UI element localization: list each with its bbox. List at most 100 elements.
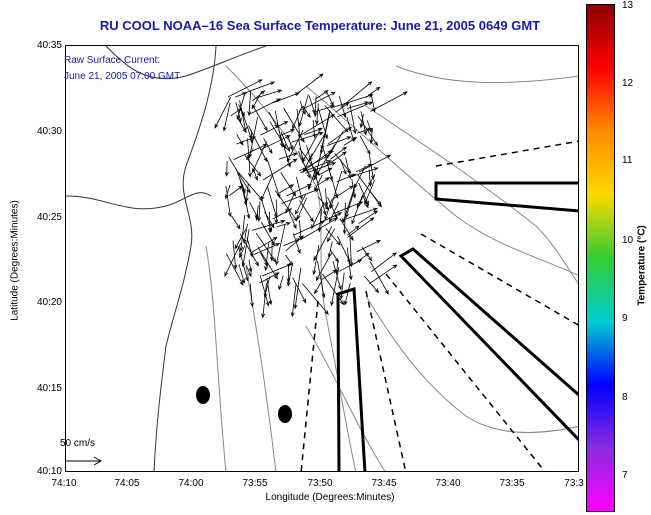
current-vector [324, 105, 349, 133]
map-panel[interactable] [65, 45, 579, 472]
current-vector [286, 183, 312, 197]
current-vector [241, 228, 250, 268]
x-tick-label: 74:05 [114, 478, 140, 489]
current-vector [336, 173, 357, 183]
current-vector [286, 263, 293, 287]
current-vector [337, 235, 351, 264]
y-tick-label: 40:10 [36, 466, 62, 477]
current-vector [357, 115, 379, 147]
map-canvas[interactable] [66, 46, 579, 472]
current-vector [318, 177, 330, 185]
site-marker [196, 386, 210, 404]
current-vector [366, 120, 372, 133]
current-vector [262, 158, 298, 181]
x-axis-label: Longitude (Degrees:Minutes) [265, 492, 395, 503]
current-vector [346, 116, 355, 143]
current-vector [295, 193, 307, 215]
current-vector [278, 152, 299, 160]
scale-label: 50 cm/s [60, 438, 96, 449]
current-vector [238, 172, 264, 202]
current-vector [292, 277, 307, 304]
current-vector [246, 148, 254, 161]
current-vector [317, 209, 323, 233]
current-vector [260, 121, 289, 136]
y-tick-label: 40:30 [36, 126, 62, 137]
current-vector [249, 201, 259, 219]
current-vector [290, 284, 297, 318]
x-tick-label: 73:55 [242, 478, 268, 489]
current-vector [347, 225, 360, 236]
current-vector [332, 201, 364, 215]
current-vector [323, 151, 348, 168]
legend-line-1: Raw Surface Current: [64, 55, 161, 66]
current-vector [327, 196, 338, 220]
current-vector [286, 265, 291, 284]
current-vector [239, 245, 246, 259]
current-vector [347, 217, 375, 238]
current-vector [260, 135, 291, 151]
x-tick-label: 73:40 [435, 478, 461, 489]
current-vector [330, 173, 339, 199]
lane-boundary [385, 273, 546, 471]
current-vector [278, 275, 284, 291]
current-vector [254, 89, 283, 99]
current-vector [266, 186, 278, 219]
coastline-upper [105, 46, 267, 80]
current-vector [232, 240, 238, 270]
current-vector [345, 157, 352, 180]
depth-contour [305, 325, 386, 471]
shipping-lane [434, 181, 578, 213]
current-vector [239, 233, 259, 267]
coastline-bay [66, 192, 212, 210]
current-vector [228, 157, 251, 194]
y-tick-label: 40:15 [36, 383, 62, 394]
colorbar-tick: 12 [622, 78, 634, 89]
shipping-lane [336, 286, 367, 471]
current-vector [359, 135, 371, 155]
current-vector [272, 92, 301, 104]
current-vector [268, 111, 279, 129]
current-vector [228, 185, 244, 197]
current-vector [286, 130, 304, 163]
current-vector [238, 247, 249, 282]
current-vector [241, 81, 276, 95]
current-vector [238, 264, 246, 284]
current-vector [339, 272, 345, 300]
current-vector [349, 235, 354, 268]
current-vector [330, 249, 339, 263]
current-vector [251, 91, 263, 110]
current-vector [302, 105, 311, 119]
current-vector [342, 202, 347, 235]
current-vector [266, 278, 273, 306]
current-vector [330, 185, 354, 201]
current-vector [314, 281, 322, 295]
current-vector [298, 94, 309, 127]
depth-contour [305, 85, 578, 276]
depth-contour [205, 245, 227, 471]
current-vector [280, 172, 297, 197]
y-tick-label: 40:25 [36, 212, 62, 223]
current-vector [246, 237, 254, 258]
current-vector [326, 228, 336, 243]
y-axis-label: Latitude (Degrees:Minutes) [9, 200, 21, 321]
current-vector [237, 118, 247, 134]
current-vector [321, 269, 338, 280]
current-vector [279, 184, 295, 194]
current-vector [285, 235, 305, 252]
current-vector [234, 229, 247, 250]
current-vector [292, 233, 301, 255]
current-vector [259, 272, 280, 284]
site-marker [278, 405, 292, 423]
current-vector [368, 154, 375, 181]
current-vector [333, 94, 374, 108]
current-vector [298, 151, 311, 179]
current-vector [285, 254, 294, 267]
current-vector [268, 211, 272, 234]
current-vector [231, 215, 241, 230]
colorbar-tick: 9 [622, 313, 628, 324]
coastline [153, 46, 217, 471]
current-vector [259, 275, 270, 307]
current-vector [227, 79, 263, 98]
current-vector [248, 259, 253, 273]
current-vector [247, 91, 252, 117]
